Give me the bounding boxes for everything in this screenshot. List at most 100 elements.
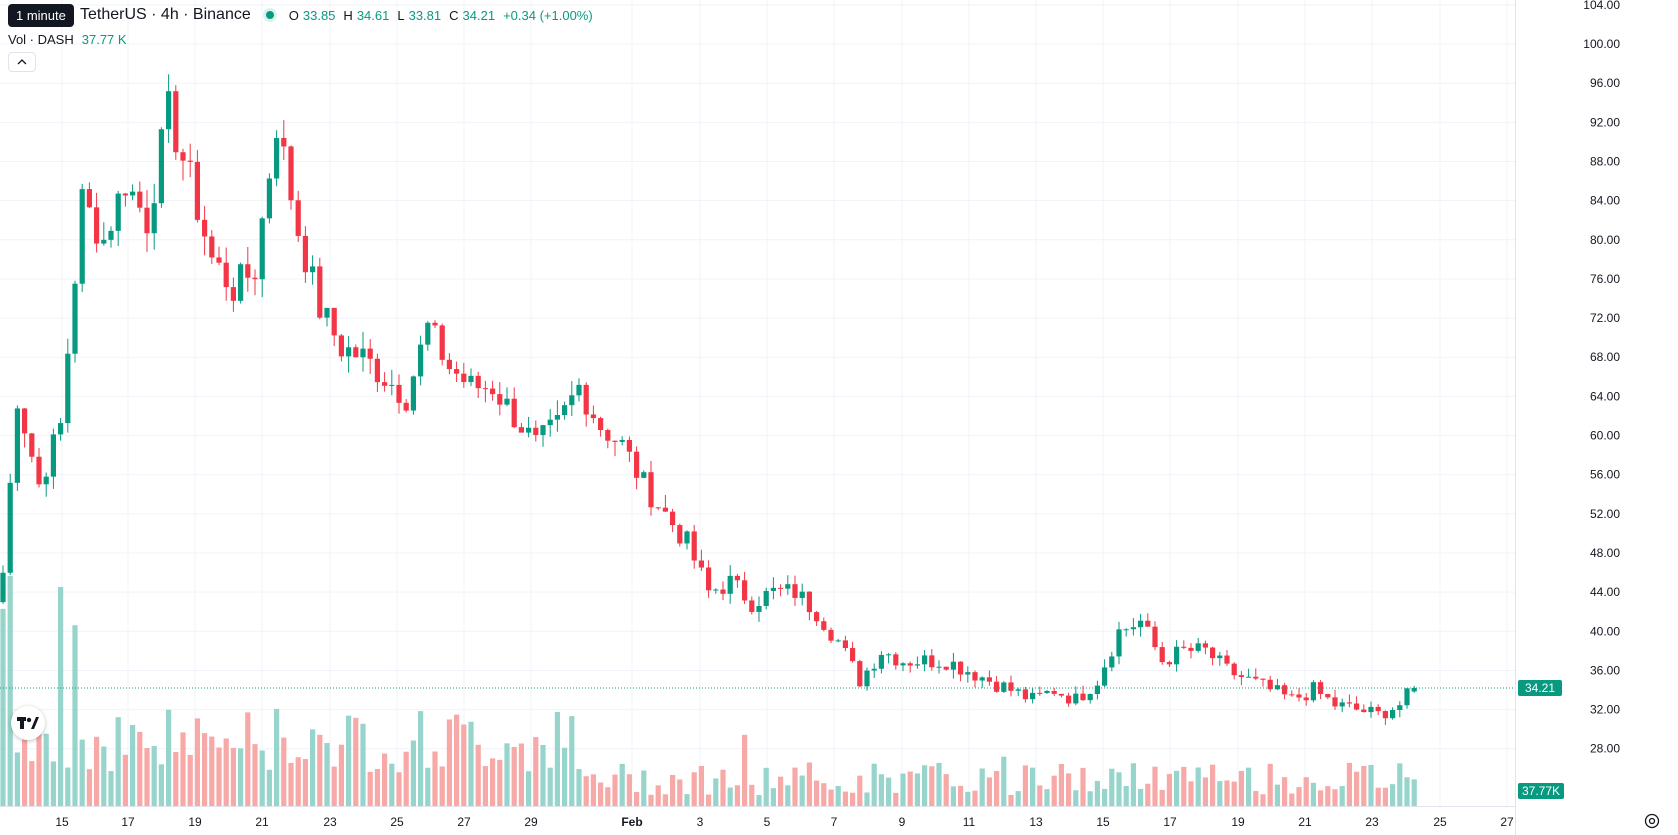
volume-bar xyxy=(590,774,596,806)
volume-bar xyxy=(317,734,323,806)
candle-body xyxy=(43,476,49,485)
candle-body xyxy=(1253,676,1259,679)
volume-bar xyxy=(576,769,582,806)
settings-icon[interactable] xyxy=(1643,812,1661,830)
volume-bar xyxy=(1217,781,1223,806)
volume-bar xyxy=(425,767,431,806)
candle-body xyxy=(893,654,899,666)
volume-bar xyxy=(929,766,935,806)
chevron-up-icon xyxy=(17,59,27,65)
volume-bar xyxy=(1066,773,1072,806)
candle-body xyxy=(122,193,128,196)
last-volume-badge-text: 37.77K xyxy=(1522,784,1560,798)
volume-bar xyxy=(950,786,956,806)
volume-bar xyxy=(43,733,49,806)
candle-body xyxy=(662,507,668,512)
candle-body xyxy=(1073,693,1079,704)
candle-body xyxy=(331,307,337,336)
volume-bar xyxy=(835,785,841,806)
volume-bar xyxy=(158,764,164,806)
candle-body xyxy=(1325,694,1331,698)
volume-bar xyxy=(122,754,128,806)
candle-body xyxy=(727,575,733,594)
volume-bar xyxy=(1411,779,1417,806)
volume-bar xyxy=(72,625,78,806)
candle-body xyxy=(612,440,618,442)
volume-bar xyxy=(29,761,35,806)
candle-body xyxy=(1044,690,1050,694)
volume-bar xyxy=(778,776,784,806)
candle-body xyxy=(1246,676,1252,678)
candle-body xyxy=(1282,685,1288,695)
volume-bar xyxy=(612,774,618,806)
candle-body xyxy=(7,482,13,573)
volume-value: 37.77 K xyxy=(81,32,127,47)
volume-bar xyxy=(94,736,100,806)
candle-body xyxy=(1361,709,1367,713)
volume-bar xyxy=(490,758,496,806)
high-value: 34.61 xyxy=(356,7,390,23)
volume-bar xyxy=(1094,780,1100,806)
volume-legend[interactable]: Vol · DASH 37.77 K xyxy=(8,32,127,47)
candle-body xyxy=(302,235,308,273)
candle-body xyxy=(720,589,726,594)
candle-body xyxy=(461,373,467,383)
volume-bar xyxy=(1008,794,1014,806)
volume-bar xyxy=(626,774,632,806)
volume-bar xyxy=(1202,777,1208,806)
candle-body xyxy=(936,666,942,668)
volume-bar xyxy=(749,784,755,806)
volume-bar xyxy=(1397,763,1403,806)
volume-bar xyxy=(965,791,971,806)
candle-body xyxy=(36,456,42,485)
volume-bar xyxy=(1159,789,1165,806)
volume-bar xyxy=(619,763,625,806)
volume-bar xyxy=(511,747,517,806)
tradingview-logo-icon[interactable] xyxy=(11,706,45,740)
volume-bar xyxy=(1354,771,1360,806)
volume-bar xyxy=(166,709,172,806)
candle-body xyxy=(835,640,841,642)
candle-body xyxy=(526,427,532,433)
volume-bar xyxy=(936,762,942,806)
volume-bar xyxy=(331,766,337,806)
volume-bar xyxy=(1238,770,1244,806)
volume-bar xyxy=(259,750,265,806)
volume-bar xyxy=(108,771,114,806)
y-tick-label: 36.00 xyxy=(1590,663,1620,677)
x-tick-label: 3 xyxy=(697,815,704,829)
y-tick-label: 104.00 xyxy=(1583,0,1620,12)
volume-bar xyxy=(173,752,179,806)
candle-body xyxy=(562,405,568,415)
volume-bar xyxy=(396,772,402,806)
symbol-title[interactable]: TetherUS · 4h · Binance xyxy=(80,6,251,23)
candle-body xyxy=(734,575,740,581)
volume-bar xyxy=(562,747,568,806)
candle-body xyxy=(1094,685,1100,695)
volume-bar xyxy=(893,792,899,806)
candle-body xyxy=(482,388,488,390)
x-tick-label: 29 xyxy=(524,815,538,829)
y-tick-label: 64.00 xyxy=(1590,389,1620,403)
candle-body xyxy=(554,414,560,420)
candle-body xyxy=(1188,647,1194,651)
candle-body xyxy=(792,584,798,598)
candle-body xyxy=(274,137,280,179)
candle-body xyxy=(346,347,352,357)
volume-bar xyxy=(475,744,481,806)
volume-bar xyxy=(979,768,985,806)
volume-bar xyxy=(1037,785,1043,806)
volume-bar xyxy=(986,777,992,806)
candle-body xyxy=(389,384,395,386)
candle-body xyxy=(1145,620,1151,627)
volume-bar xyxy=(432,751,438,806)
candle-body xyxy=(1174,646,1180,665)
y-tick-label: 88.00 xyxy=(1590,154,1620,168)
volume-bar xyxy=(1404,777,1410,806)
volume-bar xyxy=(886,777,892,806)
collapse-legend-button[interactable] xyxy=(8,52,36,72)
candle-body xyxy=(922,655,928,665)
